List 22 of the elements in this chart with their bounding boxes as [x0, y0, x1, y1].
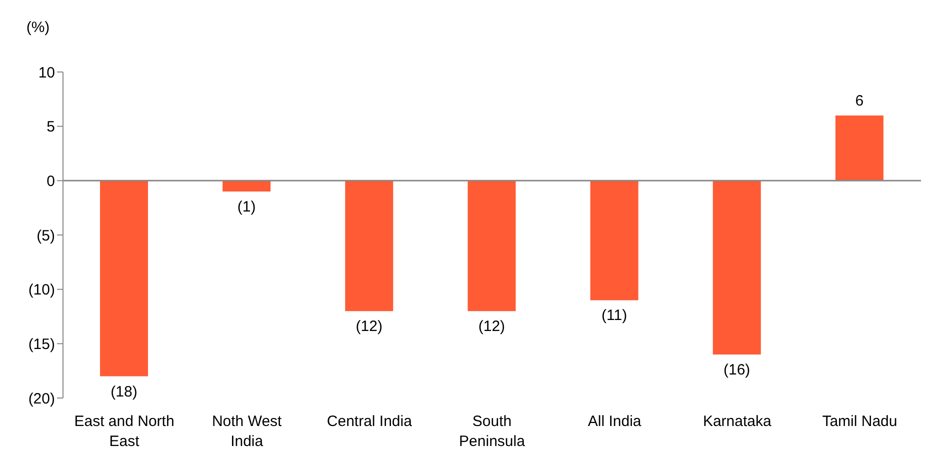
x-tick-label: South Peninsula [459, 413, 526, 450]
data-label: (16) [724, 362, 750, 379]
y-tick-label: 10 [38, 64, 55, 82]
y-tick-label: 0 [46, 172, 55, 190]
data-label: (12) [478, 318, 506, 336]
data-label: (18) [110, 383, 138, 400]
data-label: (12) [356, 318, 382, 336]
x-tick-label: Noth West India [212, 413, 283, 450]
y-tick-label: (5) [36, 227, 55, 244]
x-tick-label: All India [588, 413, 642, 430]
y-tick-label: 5 [46, 118, 55, 136]
x-tick-label: Tamil Nadu [822, 413, 898, 430]
y-tick-label: (20) [28, 390, 55, 408]
data-label: (11) [602, 307, 628, 324]
data-label: (1) [237, 198, 256, 216]
y-axis-title: (%) [26, 19, 50, 36]
data-label: 6 [855, 92, 864, 110]
y-tick-label: (15) [28, 336, 55, 353]
y-tick-label: (10) [28, 282, 55, 299]
x-tick-label: Central India [326, 413, 413, 430]
x-tick-label: East and North East [74, 413, 174, 450]
x-tick-label: Karnataka [702, 413, 772, 430]
